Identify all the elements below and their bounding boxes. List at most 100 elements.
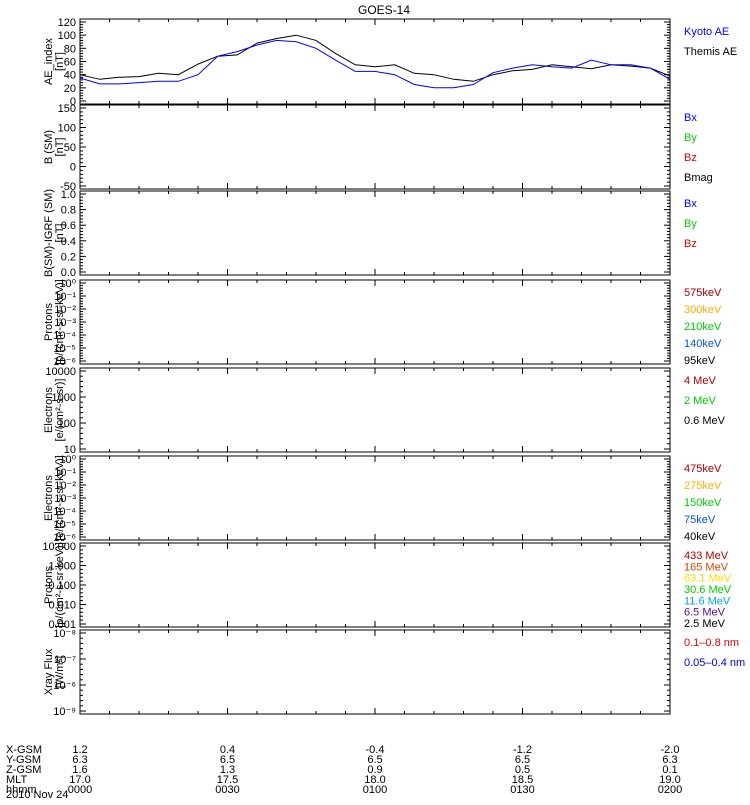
panel-8: 10⁻⁸ 10⁻⁷ 10⁻⁶ 10⁻⁹ Xray Flux [W/m²] 0.1–0.8 n…	[43, 628, 745, 718]
y-tick-label: 0.100	[48, 580, 76, 592]
x-row-label: Z-GSM	[6, 764, 41, 776]
y-tick-label: 120	[58, 17, 76, 29]
panel-frame	[79, 629, 671, 715]
legend-entry: 150keV	[684, 497, 722, 509]
y-tick-label: 10⁻⁴	[53, 330, 76, 342]
y-tick-label: 10⁻³	[54, 493, 76, 505]
legend-entry: 300keV	[684, 304, 722, 316]
legend-entry: Bmag	[684, 172, 713, 184]
x-tick-value: -2.0	[661, 744, 680, 756]
plot-title: GOES-14	[358, 3, 410, 17]
x-axis-labels: X-GSMY-GSMZ-GSMMLThhmm1.26.31.617.000000…	[6, 744, 682, 801]
x-tick-value: 0200	[658, 784, 682, 796]
y-axis-label: Electrons	[43, 475, 55, 521]
y-tick-label: 10⁻³	[54, 317, 76, 329]
y-tick-label: 10⁻²	[54, 304, 76, 316]
legend-entry: 433 MeV	[684, 550, 729, 562]
x-tick-value: 17.5	[217, 774, 238, 786]
y-tick-label: 10⁰	[59, 454, 76, 466]
legend-entry: 0.6 MeV	[684, 415, 726, 427]
y-tick-label: 0.0	[61, 267, 76, 279]
legend-entry: 11.6 MeV	[684, 595, 731, 607]
x-row-label: hhmm	[6, 784, 37, 796]
y-axis-label: AE_index	[43, 37, 55, 85]
x-tick-value: 1.6	[72, 764, 87, 776]
y-tick-label: 10⁻⁶	[53, 532, 76, 544]
x-tick-value: 1.2	[72, 744, 87, 756]
y-tick-label: 10⁻⁶	[53, 680, 76, 692]
y-axis-label: B(SM)-IGRF (SM)	[43, 189, 55, 277]
y-axis-label: [nT]	[54, 138, 66, 157]
x-tick-value: 0.5	[515, 764, 530, 776]
y-tick-label: 0	[70, 162, 76, 174]
legend-entry: 2 MeV	[684, 395, 716, 407]
legend-entry: Bx	[684, 198, 697, 210]
x-tick-value: -1.2	[513, 744, 532, 756]
y-tick-label: 10⁻⁸	[53, 628, 76, 640]
y-tick-label: 40	[64, 70, 76, 82]
legend-entry: 210keV	[684, 321, 722, 333]
y-tick-label: 10	[64, 444, 76, 456]
y-tick-label: 100	[58, 418, 76, 430]
y-tick-label: 10⁻⁴	[53, 506, 76, 518]
x-tick-value: 17.0	[69, 774, 90, 786]
y-tick-label: 1.0	[61, 189, 76, 201]
x-tick-value: 18.5	[512, 774, 533, 786]
panel-frame	[79, 367, 671, 453]
legend-entry: 30.6 MeV	[684, 584, 732, 596]
legend-entry: 475keV	[684, 463, 722, 475]
panel-3: 1.0 0.8 0.6 0.4 0.2 0.0 B(SM)-IGRF (SM) [nT] Bx B…	[43, 189, 697, 279]
legend-entry: 6.5 MeV	[684, 607, 726, 619]
panel-5: 10000 1000 100 10 Electrons [e/(cm²-s-sr)] 4 M…	[43, 366, 726, 456]
x-tick-value: -0.4	[366, 744, 385, 756]
x-tick-value: 18.0	[364, 774, 385, 786]
x-tick-value: 6.3	[662, 754, 677, 766]
panel-frame	[79, 455, 671, 541]
y-tick-label: 10⁻⁷	[54, 654, 76, 666]
y-tick-label: 0.6	[61, 220, 76, 232]
y-tick-label: 10⁰	[59, 278, 76, 290]
y-axis-label: [nT]	[54, 224, 66, 243]
panel-7: 10.000 1.000 0.100 0.010 0.001 Protons [p/(cm²…	[42, 541, 731, 631]
legend-entry: 165 MeV	[684, 561, 729, 573]
y-tick-label: 100	[58, 123, 76, 135]
x-tick-value: 0130	[510, 784, 534, 796]
y-tick-label: 60	[64, 57, 76, 69]
legend-entry: 95keV	[684, 355, 716, 367]
legend-entry: 275keV	[684, 480, 722, 492]
y-tick-label: -50	[60, 181, 76, 193]
x-tick-value: 6.5	[515, 754, 530, 766]
legend-entry: Kyoto AE	[684, 26, 729, 38]
date-label: 2010 Nov 24	[6, 789, 68, 800]
y-tick-label: 0.4	[61, 236, 76, 248]
x-tick-value: 19.0	[659, 774, 680, 786]
series-line	[79, 39, 671, 89]
x-tick-value: 0030	[215, 784, 239, 796]
legend-entry: Bz	[684, 238, 697, 250]
y-axis-label: Xray Flux	[43, 648, 55, 695]
panel-frame	[79, 18, 671, 105]
panel-frame	[79, 279, 671, 365]
y-tick-label: 10⁻¹	[54, 467, 76, 479]
legend-entry: 0.05–0.4 nm	[684, 657, 745, 669]
y-tick-label: 10⁻²	[54, 480, 76, 492]
y-tick-label: 10.000	[42, 541, 76, 553]
panel-2: 150 100 50 0 -50 B (SM) [nT] Bx By Bz Bmag	[43, 103, 713, 193]
panel-frame	[79, 104, 671, 190]
y-axis-label: [e/(cm²-s-sr)]	[54, 379, 66, 442]
y-tick-label: 100	[58, 30, 76, 42]
y-tick-label: 150	[58, 103, 76, 115]
y-tick-label: 0	[70, 96, 76, 108]
x-tick-value: 6.5	[220, 754, 235, 766]
x-tick-value: 0.1	[662, 764, 677, 776]
y-tick-label: 50	[64, 142, 76, 154]
x-tick-value: 0.4	[220, 744, 235, 756]
y-tick-label: 20	[64, 83, 76, 95]
y-tick-label: 1000	[52, 392, 76, 404]
x-tick-value: 0100	[363, 784, 387, 796]
